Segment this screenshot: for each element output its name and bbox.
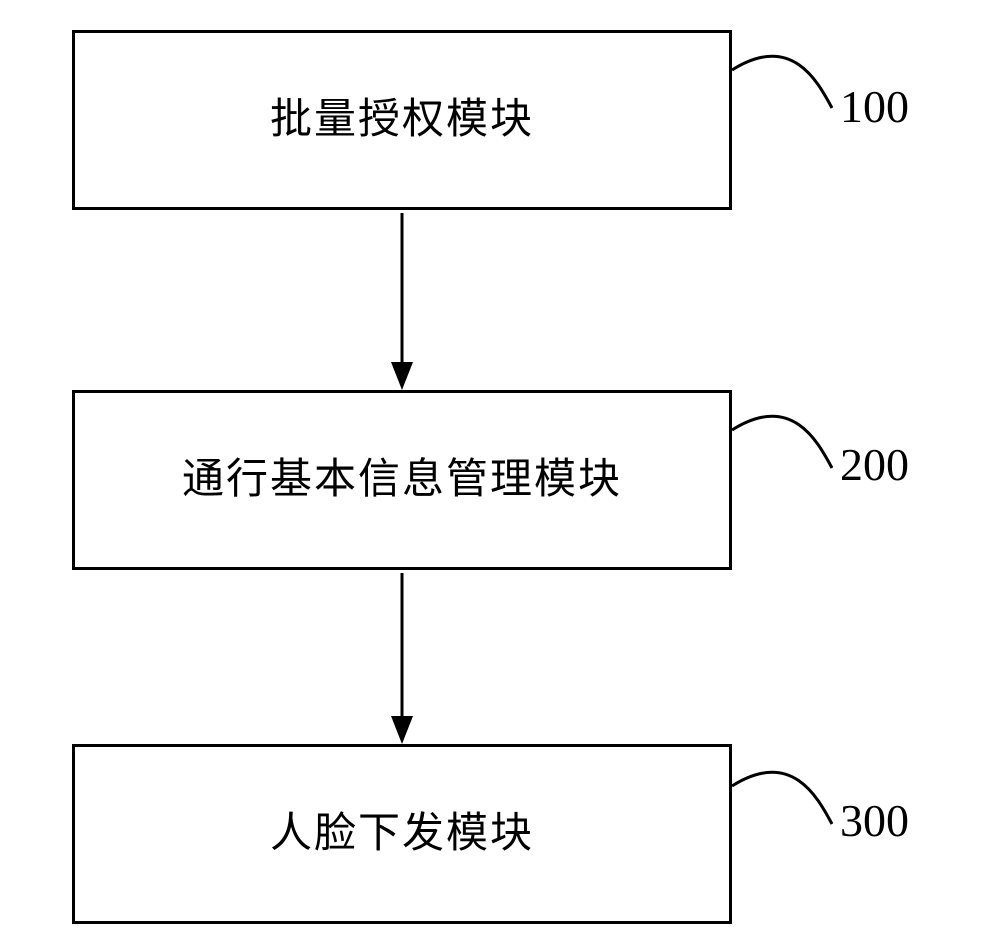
node-300-number: 300 [840, 794, 909, 847]
flowchart-canvas: 批量授权模块 100 通行基本信息管理模块 200 人脸下发模块 300 [0, 0, 1000, 950]
